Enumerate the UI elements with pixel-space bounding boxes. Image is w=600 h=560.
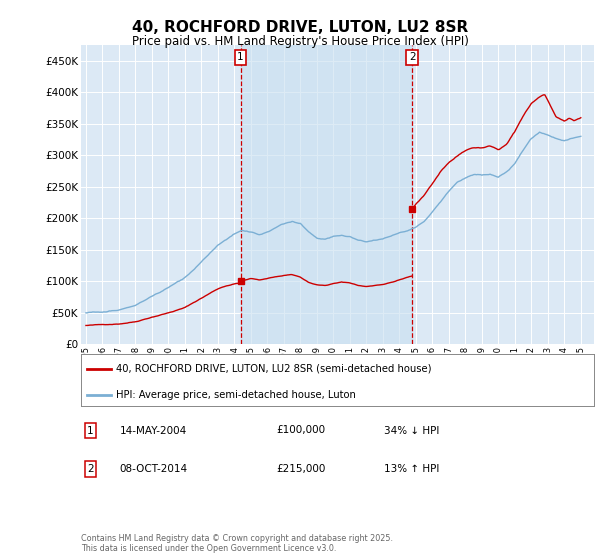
Text: 14-MAY-2004: 14-MAY-2004 (119, 426, 187, 436)
Text: 2: 2 (409, 52, 416, 62)
Text: HPI: Average price, semi-detached house, Luton: HPI: Average price, semi-detached house,… (116, 390, 356, 400)
Text: 13% ↑ HPI: 13% ↑ HPI (383, 464, 439, 474)
Text: Contains HM Land Registry data © Crown copyright and database right 2025.
This d: Contains HM Land Registry data © Crown c… (81, 534, 393, 553)
Text: 1: 1 (87, 426, 94, 436)
Text: £100,000: £100,000 (276, 426, 325, 436)
Text: Price paid vs. HM Land Registry's House Price Index (HPI): Price paid vs. HM Land Registry's House … (131, 35, 469, 48)
Text: 1: 1 (237, 52, 244, 62)
Bar (241, 45, 412, 344)
Text: 40, ROCHFORD DRIVE, LUTON, LU2 8SR (semi-detached house): 40, ROCHFORD DRIVE, LUTON, LU2 8SR (semi… (116, 364, 431, 374)
Text: 2: 2 (87, 464, 94, 474)
Text: 34% ↓ HPI: 34% ↓ HPI (383, 426, 439, 436)
Text: 08-OCT-2014: 08-OCT-2014 (119, 464, 188, 474)
Text: £215,000: £215,000 (276, 464, 325, 474)
Text: 40, ROCHFORD DRIVE, LUTON, LU2 8SR: 40, ROCHFORD DRIVE, LUTON, LU2 8SR (132, 20, 468, 35)
